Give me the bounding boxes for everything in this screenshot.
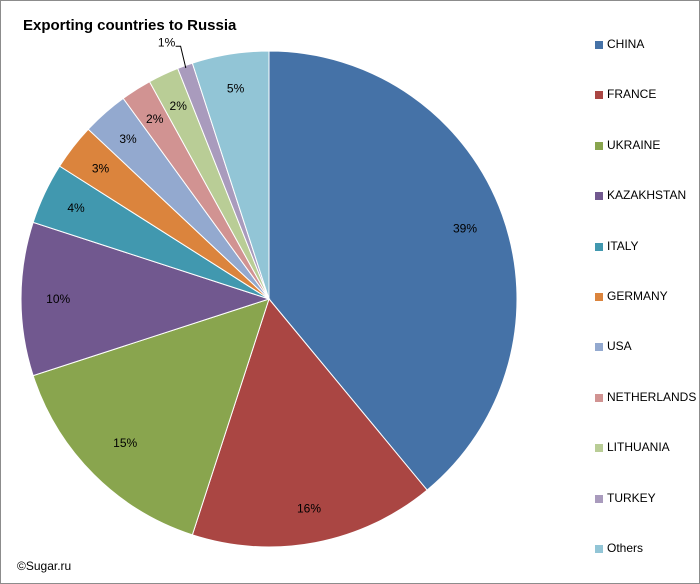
data-label-ukraine: 15% (113, 436, 137, 450)
legend-swatch (595, 242, 603, 251)
data-label-turkey: 1% (158, 35, 176, 49)
legend-swatch (595, 141, 603, 150)
legend-swatch (595, 192, 603, 201)
data-label-germany: 3% (92, 161, 110, 175)
legend-swatch (595, 41, 603, 49)
pie-slice-kazakhstan (20, 221, 271, 377)
pie-slice-china (268, 50, 518, 491)
leader-line (175, 45, 187, 69)
pie-slice-others (191, 50, 270, 300)
legend-label: USA (607, 339, 632, 354)
copyright-text: ©Sugar.ru (17, 559, 72, 573)
chart-title: Exporting countries to Russia (23, 17, 237, 34)
legend-swatch (595, 545, 603, 553)
legend-swatch (595, 494, 603, 503)
legend-label: NETHERLANDS (607, 389, 697, 404)
legend-label: GERMANY (607, 289, 668, 303)
pie-slice-france (191, 297, 428, 548)
data-label-china: 39% (453, 221, 477, 235)
data-label-netherlands: 2% (146, 112, 164, 126)
data-label-lithuania: 2% (170, 99, 188, 113)
legend-swatch (595, 444, 603, 453)
legend-label: ITALY (607, 238, 639, 253)
legend-label: Others (607, 541, 644, 555)
pie-slice-ukraine (32, 298, 270, 536)
legend-swatch (595, 91, 603, 100)
legend-label: KAZAKHSTAN (607, 188, 687, 203)
data-label-usa: 3% (119, 132, 137, 146)
legend-swatch (595, 343, 603, 352)
data-label-others: 5% (227, 81, 245, 95)
legend-label: UKRAINE (607, 137, 661, 152)
legend-label: FRANCE (607, 87, 657, 102)
legend-swatch (595, 393, 603, 402)
data-label-kazakhstan: 10% (46, 292, 70, 306)
data-label-france: 16% (297, 502, 321, 516)
legend-swatch (595, 293, 603, 301)
legend-label: TURKEY (607, 490, 656, 505)
data-label-italy: 4% (67, 201, 85, 215)
legend-label: LITHUANIA (607, 440, 670, 455)
legend-label: CHINA (607, 37, 645, 51)
